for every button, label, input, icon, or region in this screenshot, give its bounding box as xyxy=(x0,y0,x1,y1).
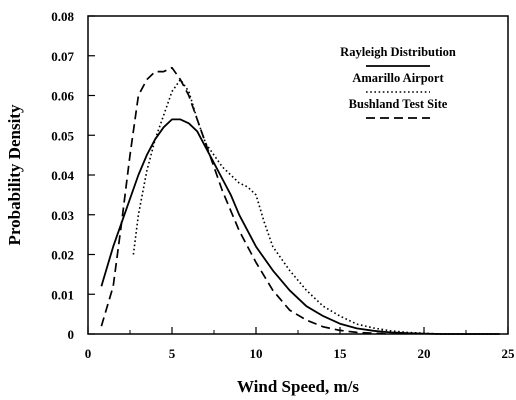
y-tick-label: 0.05 xyxy=(51,128,74,143)
x-axis: 0 5 10 15 20 25 xyxy=(85,327,515,361)
y-tick-label: 0.04 xyxy=(51,168,74,183)
x-tick-label: 5 xyxy=(169,346,176,361)
legend-label: Rayleigh Distribution xyxy=(340,45,456,59)
y-tick-label: 0 xyxy=(68,327,75,342)
legend: Rayleigh Distribution Amarillo Airport Bus… xyxy=(340,45,456,119)
plot-frame xyxy=(87,15,509,335)
y-axis: 0 0.01 0.02 0.03 0.04 0.05 0.06 0.07 0.08 xyxy=(51,9,95,342)
y-tick-label: 0.08 xyxy=(51,9,74,24)
x-tick-label: 25 xyxy=(502,346,516,361)
y-tick-label: 0.03 xyxy=(51,208,74,223)
x-axis-title: Wind Speed, m/s xyxy=(237,377,359,396)
y-axis-title: Probability Density xyxy=(5,104,24,245)
x-tick-label: 10 xyxy=(250,346,263,361)
legend-label: Bushland Test Site xyxy=(349,97,448,111)
y-tick-label: 0.01 xyxy=(51,287,74,302)
x-tick-label: 20 xyxy=(418,346,431,361)
y-tick-label: 0.07 xyxy=(51,49,74,64)
y-tick-label: 0.06 xyxy=(51,89,74,104)
legend-label: Amarillo Airport xyxy=(352,71,444,85)
y-tick-label: 0.02 xyxy=(51,248,74,263)
series-line-bushland-test-site xyxy=(100,66,391,335)
x-tick-label: 15 xyxy=(334,346,348,361)
x-tick-label: 0 xyxy=(85,346,92,361)
series-layer xyxy=(100,66,500,335)
series-line-amarillo-airport xyxy=(132,78,500,335)
series-line-rayleigh-distribution xyxy=(100,118,500,335)
plot-border xyxy=(87,15,509,335)
